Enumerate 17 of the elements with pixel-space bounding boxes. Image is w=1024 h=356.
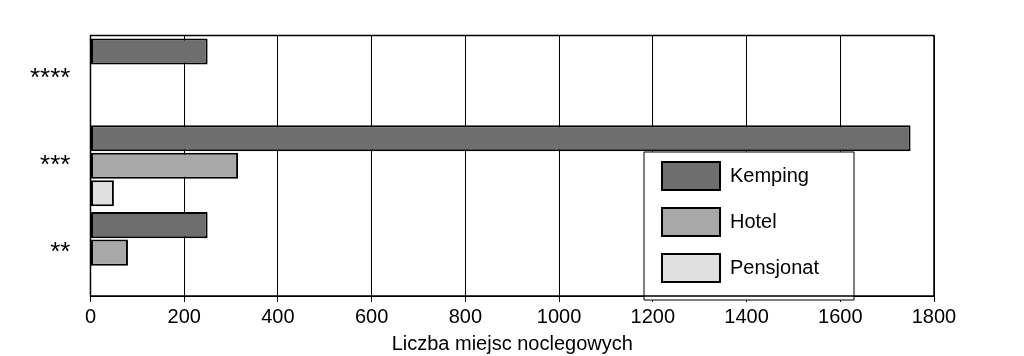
x-tick-label: 400 <box>261 304 295 327</box>
x-tick-label: 1800 <box>911 304 957 327</box>
x-tick-label: 1400 <box>724 304 769 327</box>
x-tick-label: 600 <box>354 304 389 327</box>
x-tick-label: 1200 <box>630 304 676 327</box>
x-axis-title: Liczba miejsc noclegowych <box>391 331 633 354</box>
x-tick-label: 1000 <box>536 304 582 327</box>
y-tick-label: ** <box>50 235 71 266</box>
x-tick-label: 0 <box>84 304 97 327</box>
y-tick-label: **** <box>29 62 71 93</box>
legend-label: Pensjonat <box>730 255 820 278</box>
y-tick-label: *** <box>40 148 71 179</box>
x-tick-label: 200 <box>167 304 201 327</box>
legend-label: Kemping <box>730 163 809 186</box>
x-tick-label: 1600 <box>818 304 863 327</box>
legend-label: Hotel <box>730 209 777 232</box>
x-tick-label: 800 <box>448 304 483 327</box>
